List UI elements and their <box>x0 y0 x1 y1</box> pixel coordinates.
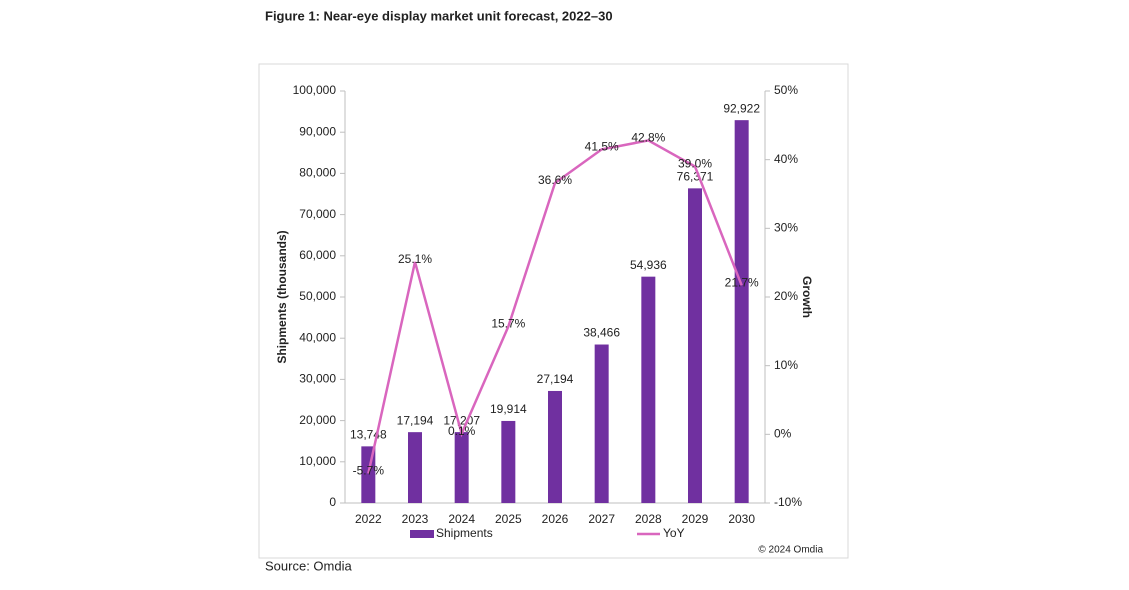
bar <box>501 420 516 503</box>
y2-tick-label: -10% <box>774 495 802 509</box>
source: Source: Omdia <box>265 558 352 573</box>
y2-tick-label: 20% <box>774 289 798 303</box>
bar <box>688 188 702 503</box>
line-value-label: 41.5% <box>585 140 619 154</box>
y-tick-label: 70,000 <box>299 207 336 221</box>
bar-value-label: 19,914 <box>490 402 527 416</box>
bar <box>454 432 469 503</box>
y-tick-label: 20,000 <box>299 413 336 427</box>
line-value-label: 36.6% <box>538 173 572 187</box>
x-tick-label: 2029 <box>682 512 709 526</box>
legend-swatch <box>410 530 434 538</box>
x-tick-label: 2026 <box>542 512 569 526</box>
bar-value-label: 38,466 <box>583 326 620 340</box>
y-tick-label: 90,000 <box>299 124 336 138</box>
y-tick-label: 50,000 <box>299 289 336 303</box>
y-axis-label: Shipments (thousands) <box>275 230 289 363</box>
x-tick-label: 2027 <box>588 512 615 526</box>
bar-value-label: 76,371 <box>677 170 714 184</box>
bar-value-label: 27,194 <box>537 372 574 386</box>
bar-value-label: 92,922 <box>723 101 760 115</box>
line <box>367 139 743 474</box>
bar <box>594 344 609 503</box>
bar <box>548 390 562 503</box>
legend-label: Shipments <box>436 526 493 540</box>
line-value-label: 25.1% <box>398 252 432 266</box>
line-value-label: 42.8% <box>631 131 665 145</box>
y-tick-label: 60,000 <box>299 248 336 262</box>
line-value-label: 15.7% <box>491 317 525 331</box>
x-tick-label: 2028 <box>635 512 662 526</box>
y-tick-label: 80,000 <box>299 166 336 180</box>
y2-axis-label: Growth <box>800 276 814 318</box>
bar <box>641 276 656 503</box>
bar <box>408 432 422 503</box>
y-tick-label: 30,000 <box>299 372 336 386</box>
line-value-label: 39.0% <box>678 157 712 171</box>
bar-value-label: 54,936 <box>630 258 667 272</box>
y-tick-label: 40,000 <box>299 330 336 344</box>
x-tick-label: 2030 <box>728 512 755 526</box>
line-value-label: -5.7% <box>353 464 385 478</box>
y-tick-label: 0 <box>329 495 336 509</box>
line-value-label: 0.1% <box>448 424 476 438</box>
bar-value-label: 17,207 <box>443 413 480 427</box>
y-tick-label: 10,000 <box>299 454 336 468</box>
y2-tick-label: 40% <box>774 152 798 166</box>
x-tick-label: 2023 <box>402 512 429 526</box>
bar-value-label: 17,194 <box>397 413 434 427</box>
line-value-label: 21.7% <box>725 275 759 289</box>
x-tick-label: 2024 <box>448 512 475 526</box>
bar-value-label: 13,748 <box>350 428 387 442</box>
copyright: © 2024 Omdia <box>758 545 823 556</box>
bar <box>734 120 749 503</box>
chart-frame <box>258 63 849 559</box>
y-tick-label: 100,000 <box>293 83 337 97</box>
figure-title: Figure 1: Near-eye display market unit f… <box>265 8 613 23</box>
x-tick-label: 2022 <box>355 512 382 526</box>
y2-tick-label: 30% <box>774 221 798 235</box>
y2-tick-label: 50% <box>774 83 798 97</box>
x-tick-label: 2025 <box>495 512 522 526</box>
y2-tick-label: 0% <box>774 427 792 441</box>
y2-tick-label: 10% <box>774 358 798 372</box>
legend-label: YoY <box>663 526 685 540</box>
